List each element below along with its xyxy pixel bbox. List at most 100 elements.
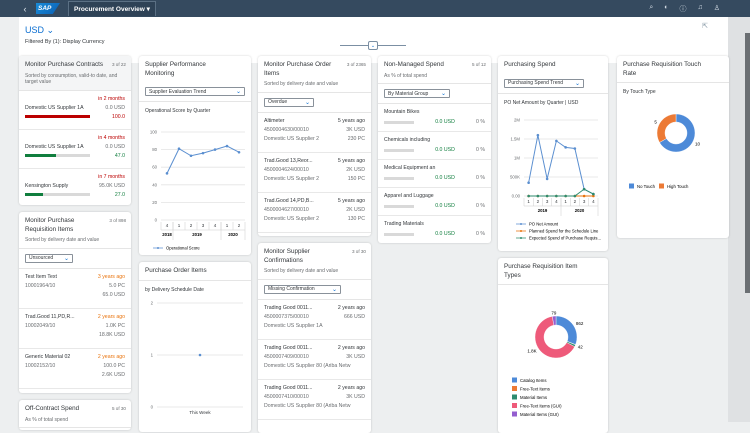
card-purchase-order-items-chart[interactable]: Purchase Order Items by Delivery Schedul… (139, 262, 251, 432)
card-non-managed-spend[interactable]: Non-Managed Spend 5 of 12 As % of total sp… (378, 56, 491, 243)
list-item[interactable]: Apparel and Luggage 0.0 USD 0 % (378, 188, 491, 216)
quantity: 1.0K PC (105, 322, 125, 329)
y-tick-label: 2 (151, 300, 154, 305)
chevron-down-icon: ⌄ (440, 91, 446, 97)
co-pilot-icon[interactable]: ◐ (664, 3, 669, 11)
list-item[interactable]: in 4 months Domestic US Supplier 1A 0.0 U… (19, 130, 131, 169)
data-point (592, 192, 595, 195)
chevron-down-icon: ⌄ (235, 89, 241, 95)
list-item[interactable]: Trad.Good 11,PD,R... 2 years ago 10002049… (19, 309, 131, 349)
filter-summary: Filtered By (1): Display Currency (25, 39, 105, 45)
quantity: 5.0 PC (109, 282, 125, 289)
data-label: 79 (551, 311, 557, 316)
legend-swatch (512, 394, 517, 400)
filter-select[interactable]: Purchasing Spend Trend ⌄ (504, 78, 584, 88)
list-item[interactable]: Trading Good 0011... 2 years ago 45000074… (258, 380, 371, 420)
x-tick-label: 4 (592, 199, 595, 204)
supplier-name: Domestic US Supplier 1A (25, 143, 84, 150)
card-subtitle: Sorted by delivery date and value (264, 268, 339, 274)
list-item[interactable]: Trading Good 0011... 2 years ago 45000073… (258, 300, 371, 340)
x-group-label: 2018 (162, 232, 172, 237)
expand-header-button[interactable]: ⌄ (368, 41, 378, 50)
list-item[interactable]: Altimeter 5 years ago 4500004630/00010 3K … (258, 113, 371, 153)
legend-swatch (512, 411, 517, 417)
notification-icon[interactable]: ♫ (697, 3, 703, 11)
card-off-contract-spend[interactable]: Off-Contract Spend 5 of 30 As % of total s… (19, 400, 131, 430)
user-icon[interactable]: ♙ (713, 4, 720, 12)
currency-variant[interactable]: USD ⌄ (25, 25, 54, 36)
age: 3 years ago (97, 273, 125, 280)
amount: 0.0 USD (435, 231, 455, 237)
data-point (545, 177, 549, 180)
card-monitor-purchase-order-items[interactable]: Monitor Purchase Order Items 3 of 2365 Sor… (258, 56, 371, 236)
filter-select[interactable]: Overdue ⌄ (264, 97, 314, 107)
filter-select[interactable]: Supplier Evaluation Trend ⌄ (145, 87, 245, 96)
list-item[interactable]: Chemicals including 0.0 USD 0 % (378, 132, 491, 160)
list-item[interactable]: Mountain Bikes 0.0 USD 0 % (378, 104, 491, 132)
legend-marker-dot (520, 236, 522, 239)
card-requisition-item-types[interactable]: Purchase Requisition Item Types 862 42 1.8… (498, 258, 608, 433)
item-id: 4500004630/00010 (264, 126, 309, 133)
card-purchasing-spend[interactable]: Purchasing Spend Purchasing Spend Trend ⌄… (498, 56, 608, 251)
list-item[interactable]: Generic Material 02 2 years ago 10002152/… (19, 349, 131, 389)
list-item[interactable]: Trading Materials 0.0 USD 0 % (378, 216, 491, 243)
card-count: 3 of 898 (109, 218, 126, 223)
search-icon[interactable]: ⌕ (649, 3, 654, 11)
consumption-value: 27.0 (114, 191, 125, 198)
item-id: 4500004627/00010 (264, 206, 309, 213)
donut-slice (552, 315, 557, 326)
help-icon[interactable]: ⓘ (679, 5, 687, 13)
card-requisition-touch-rate[interactable]: Purchase Requisition Touch Rate By Touch… (617, 56, 729, 238)
list-item[interactable]: in 2 months Domestic US Supplier 1A 0.0 U… (19, 91, 131, 130)
x-tick-label: 3 (583, 199, 586, 204)
y-tick-label: 0 (155, 218, 158, 223)
chart-title: PO Net Amount by Quarter | USD (504, 99, 579, 106)
amount: 0.0 USD (105, 104, 125, 111)
list-item[interactable]: Trad.Good 13,Reor... 5 years ago 45000046… (258, 153, 371, 193)
chevron-down-icon: ⌄ (304, 99, 310, 106)
card-title: Purchase Requisition Touch Rate (623, 61, 701, 77)
item-id: 4500004624/00010 (264, 166, 309, 173)
x-group-label: 2019 (192, 232, 202, 237)
list-item[interactable]: Test Item Text 3 years ago 10001964/10 5.0… (19, 269, 131, 309)
amount: 0.0 USD (435, 119, 455, 125)
select-value: Missing Confirmation (268, 286, 315, 292)
scrollbar-track[interactable] (728, 17, 750, 422)
card-title: Non-Managed Spend (384, 61, 444, 68)
spend-bar (384, 120, 414, 124)
card-title: Supplier Performance Monitoring (145, 61, 206, 77)
item-id: 10002049/10 (25, 322, 56, 329)
x-tick-label: 4 (555, 199, 558, 204)
age: 2 years ago (97, 313, 125, 320)
sap-logo[interactable]: SAP (36, 3, 60, 14)
item-id: 4500007410/00010 (264, 393, 309, 400)
x-tick-label: 1 (178, 223, 181, 228)
item-name: Trad.Good 13,Reor... (264, 157, 313, 164)
filter-select[interactable]: Unsourced ⌄ (25, 253, 73, 263)
y-tick-label: 0 (151, 404, 154, 409)
app-title-menu[interactable]: Procurement Overview ▾ (68, 1, 156, 16)
value: 2K USD (346, 206, 365, 213)
filter-select[interactable]: By Material Group ⌄ (384, 89, 450, 98)
card-monitor-supplier-confirmations[interactable]: Monitor Supplier Confirmations 3 of 30 Sor… (258, 243, 371, 433)
x-tick-label: 2 (537, 199, 540, 204)
list-item[interactable]: Trad.Good 14,PD,B... 5 years ago 45000046… (258, 193, 371, 233)
age: 5 years ago (337, 197, 365, 204)
data-point (564, 194, 567, 197)
list-item[interactable]: Medical Equipment an 0.0 USD 0 % (378, 160, 491, 188)
shell-bar: ‹ SAP Procurement Overview ▾ ⌕ ◐ ⓘ ♫ ♙ (0, 0, 750, 17)
back-button[interactable]: ‹ (23, 3, 27, 14)
card-title: Monitor Purchase Contracts (25, 61, 104, 68)
filter-select[interactable]: Missing Confirmation ⌄ (264, 284, 341, 294)
item-id: 10002152/10 (25, 362, 56, 369)
share-icon[interactable]: ⇱ (702, 23, 708, 30)
card-supplier-performance[interactable]: Supplier Performance Monitoring Supplier… (139, 56, 251, 255)
x-tick-label: 1 (226, 223, 229, 228)
scrollbar-thumb[interactable] (745, 33, 750, 293)
material-group: Chemicals including (384, 137, 431, 143)
list-item[interactable]: in 7 months Kensington Supply 95.0K USD 2… (19, 169, 131, 205)
card-monitor-purchase-requisition-items[interactable]: Monitor Purchase Requisition Items 3 of 8… (19, 212, 131, 393)
chart-title: by Delivery Schedule Date (145, 286, 204, 293)
card-monitor-purchase-contracts[interactable]: Monitor Purchase Contracts 3 of 22 Sorted … (19, 56, 131, 205)
list-item[interactable]: Trading Good 0011... 2 years ago 45000074… (258, 340, 371, 380)
